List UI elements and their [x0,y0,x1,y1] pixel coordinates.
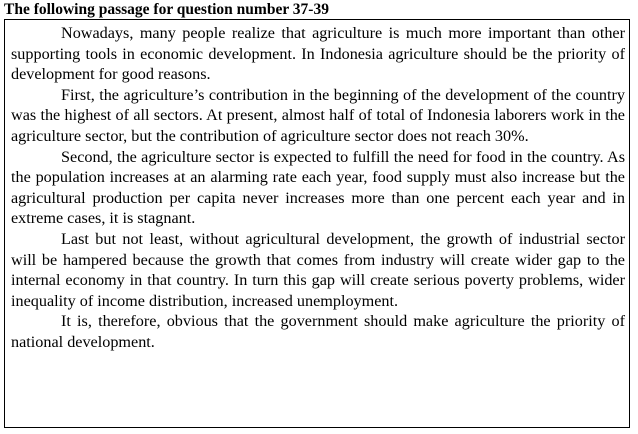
passage-paragraph-1: Nowadays, many people realize that agric… [11,24,625,84]
passage-paragraph-3: Second, the agriculture sector is expect… [11,147,625,228]
passage-heading: The following passage for question numbe… [4,1,329,18]
passage-paragraph-5: It is, therefore, obvious that the gover… [11,312,625,351]
passage-box: Nowadays, many people realize that agric… [4,19,630,428]
passage-paragraph-2: First, the agriculture’s contribution in… [11,85,625,145]
passage-paragraph-4: Last but not least, without agricultural… [11,229,625,310]
